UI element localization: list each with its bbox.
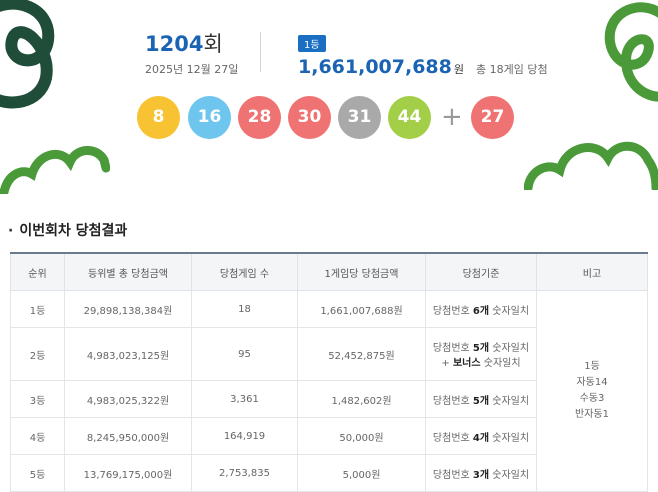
rank-badge: 1등 bbox=[298, 35, 326, 52]
column-header: 당첨기준 bbox=[425, 252, 537, 291]
round-title: 1204회 bbox=[145, 32, 238, 56]
plus-icon: + bbox=[441, 102, 463, 132]
per-game-prize-cell: 50,000원 bbox=[297, 417, 426, 455]
table-row: 4등 8,245,950,000원 164,919 50,000원 당첨번호 4… bbox=[10, 417, 648, 455]
first-prize-info: 1등 1,661,007,688 원 총 18게임 당첨 bbox=[298, 33, 548, 78]
first-prize-amount: 1,661,007,688 bbox=[298, 56, 452, 78]
total-prize-cell: 4,983,025,322원 bbox=[64, 380, 192, 418]
column-header: 등위별 총 당첨금액 bbox=[64, 252, 192, 291]
per-game-prize-cell: 5,000원 bbox=[297, 454, 426, 492]
column-header: 비고 bbox=[536, 252, 648, 291]
winning-games-cell: 95 bbox=[191, 327, 298, 381]
criteria-text: 숫자일치 bbox=[489, 432, 530, 444]
bullet-icon: · bbox=[8, 223, 14, 239]
rank-cell: 1등 bbox=[10, 290, 65, 328]
total-prize-cell: 8,245,950,000원 bbox=[64, 417, 192, 455]
per-game-prize-cell: 52,452,875원 bbox=[297, 327, 426, 381]
criteria-text: 숫자일치 bbox=[489, 395, 530, 407]
criteria-cell: 당첨번호 4개 숫자일치 bbox=[425, 417, 537, 455]
section-title: · 이번회차 당첨결과 bbox=[8, 220, 127, 240]
winning-games-cell: 164,919 bbox=[191, 417, 298, 455]
criteria-bonus: 보너스 bbox=[452, 358, 481, 369]
winning-games-cell: 2,753,835 bbox=[191, 454, 298, 492]
draw-info: 1204회 2025년 12월 27일 bbox=[145, 32, 238, 77]
criteria-text: 숫자일치 bbox=[489, 305, 530, 317]
remarks-cell: 1등 자동14 수동3 반자동1 bbox=[536, 290, 648, 492]
criteria-cell: 당첨번호 3개 숫자일치 bbox=[425, 454, 537, 492]
criteria-count: 6개 bbox=[472, 305, 490, 317]
criteria-text: + bbox=[441, 358, 453, 369]
criteria-count: 3개 bbox=[472, 469, 490, 481]
total-prize-cell: 4,983,023,125원 bbox=[64, 327, 192, 381]
lotto-ball: 16 bbox=[188, 96, 231, 139]
decorative-loop-right bbox=[604, 2, 658, 102]
table-header-row: 순위 등위별 총 당첨금액 당첨게임 수 1게임당 당첨금액 당첨기준 비고 bbox=[10, 252, 648, 291]
table-row: 1등 29,898,138,384원 18 1,661,007,688원 당첨번… bbox=[10, 290, 648, 492]
round-number: 1204 bbox=[145, 32, 204, 56]
rank-cell: 4등 bbox=[10, 417, 65, 455]
remark-line: 1등 bbox=[584, 361, 600, 372]
per-game-prize-cell: 1,661,007,688원 bbox=[297, 290, 426, 328]
rank-cell: 2등 bbox=[10, 327, 65, 381]
criteria-text: 숫자일치 bbox=[489, 343, 530, 354]
rank-cell: 3등 bbox=[10, 380, 65, 418]
column-header: 순위 bbox=[10, 252, 65, 291]
total-prize-cell: 29,898,138,384원 bbox=[64, 290, 192, 328]
criteria-count: 5개 bbox=[472, 343, 490, 354]
criteria-text: 당첨번호 bbox=[432, 305, 473, 317]
total-prize-cell: 13,769,175,000원 bbox=[64, 454, 192, 492]
lotto-ball: 30 bbox=[288, 96, 331, 139]
winning-games-cell: 3,361 bbox=[191, 380, 298, 418]
criteria-cell: 당첨번호 5개 숫자일치 + 보너스 숫자일치 bbox=[425, 327, 537, 381]
bonus-ball: 27 bbox=[471, 96, 514, 139]
column-header: 1게임당 당첨금액 bbox=[297, 252, 426, 291]
criteria-text: 숫자일치 bbox=[489, 469, 530, 481]
lotto-ball: 31 bbox=[338, 96, 381, 139]
table-row: 5등 13,769,175,000원 2,753,835 5,000원 당첨번호… bbox=[10, 454, 648, 492]
decorative-cloud-left bbox=[0, 146, 110, 194]
winning-games-cell: 18 bbox=[191, 290, 298, 328]
first-prize-unit: 원 bbox=[453, 63, 464, 76]
table-row: 3등 4,983,025,322원 3,361 1,482,602원 당첨번호 … bbox=[10, 380, 648, 418]
column-header: 당첨게임 수 bbox=[191, 252, 298, 291]
criteria-count: 5개 bbox=[472, 395, 490, 407]
criteria-text: 당첨번호 bbox=[432, 395, 473, 407]
first-prize-games: 총 18게임 당첨 bbox=[475, 63, 548, 76]
lotto-ball: 8 bbox=[137, 96, 180, 139]
criteria-count: 4개 bbox=[472, 432, 490, 444]
round-suffix: 회 bbox=[203, 32, 223, 56]
draw-hero: 1204회 2025년 12월 27일 1등 1,661,007,688 원 총 1… bbox=[0, 0, 658, 200]
draw-date: 2025년 12월 27일 bbox=[145, 63, 239, 76]
table-row: 2등 4,983,023,125원 95 52,452,875원 당첨번호 5개… bbox=[10, 327, 648, 381]
section-title-text: 이번회차 당첨결과 bbox=[19, 223, 128, 239]
criteria-text: 숫자일치 bbox=[480, 358, 521, 369]
criteria-cell: 당첨번호 5개 숫자일치 bbox=[425, 380, 537, 418]
criteria-text: 당첨번호 bbox=[432, 432, 473, 444]
lotto-ball: 44 bbox=[388, 96, 431, 139]
lotto-ball: 28 bbox=[238, 96, 281, 139]
decorative-cloud-right bbox=[524, 141, 658, 190]
results-table: 순위 등위별 총 당첨금액 당첨게임 수 1게임당 당첨금액 당첨기준 비고 1… bbox=[10, 252, 648, 492]
decorative-loop-shape bbox=[0, 0, 55, 109]
remark-line: 수동3 bbox=[579, 393, 605, 404]
criteria-text: 당첨번호 bbox=[432, 469, 473, 481]
remark-line: 반자동1 bbox=[575, 409, 609, 420]
divider bbox=[260, 32, 261, 72]
rank-cell: 5등 bbox=[10, 454, 65, 492]
per-game-prize-cell: 1,482,602원 bbox=[297, 380, 426, 418]
criteria-text: 당첨번호 bbox=[432, 343, 473, 354]
remark-line: 자동14 bbox=[576, 377, 608, 388]
criteria-cell: 당첨번호 6개 숫자일치 bbox=[425, 290, 537, 328]
